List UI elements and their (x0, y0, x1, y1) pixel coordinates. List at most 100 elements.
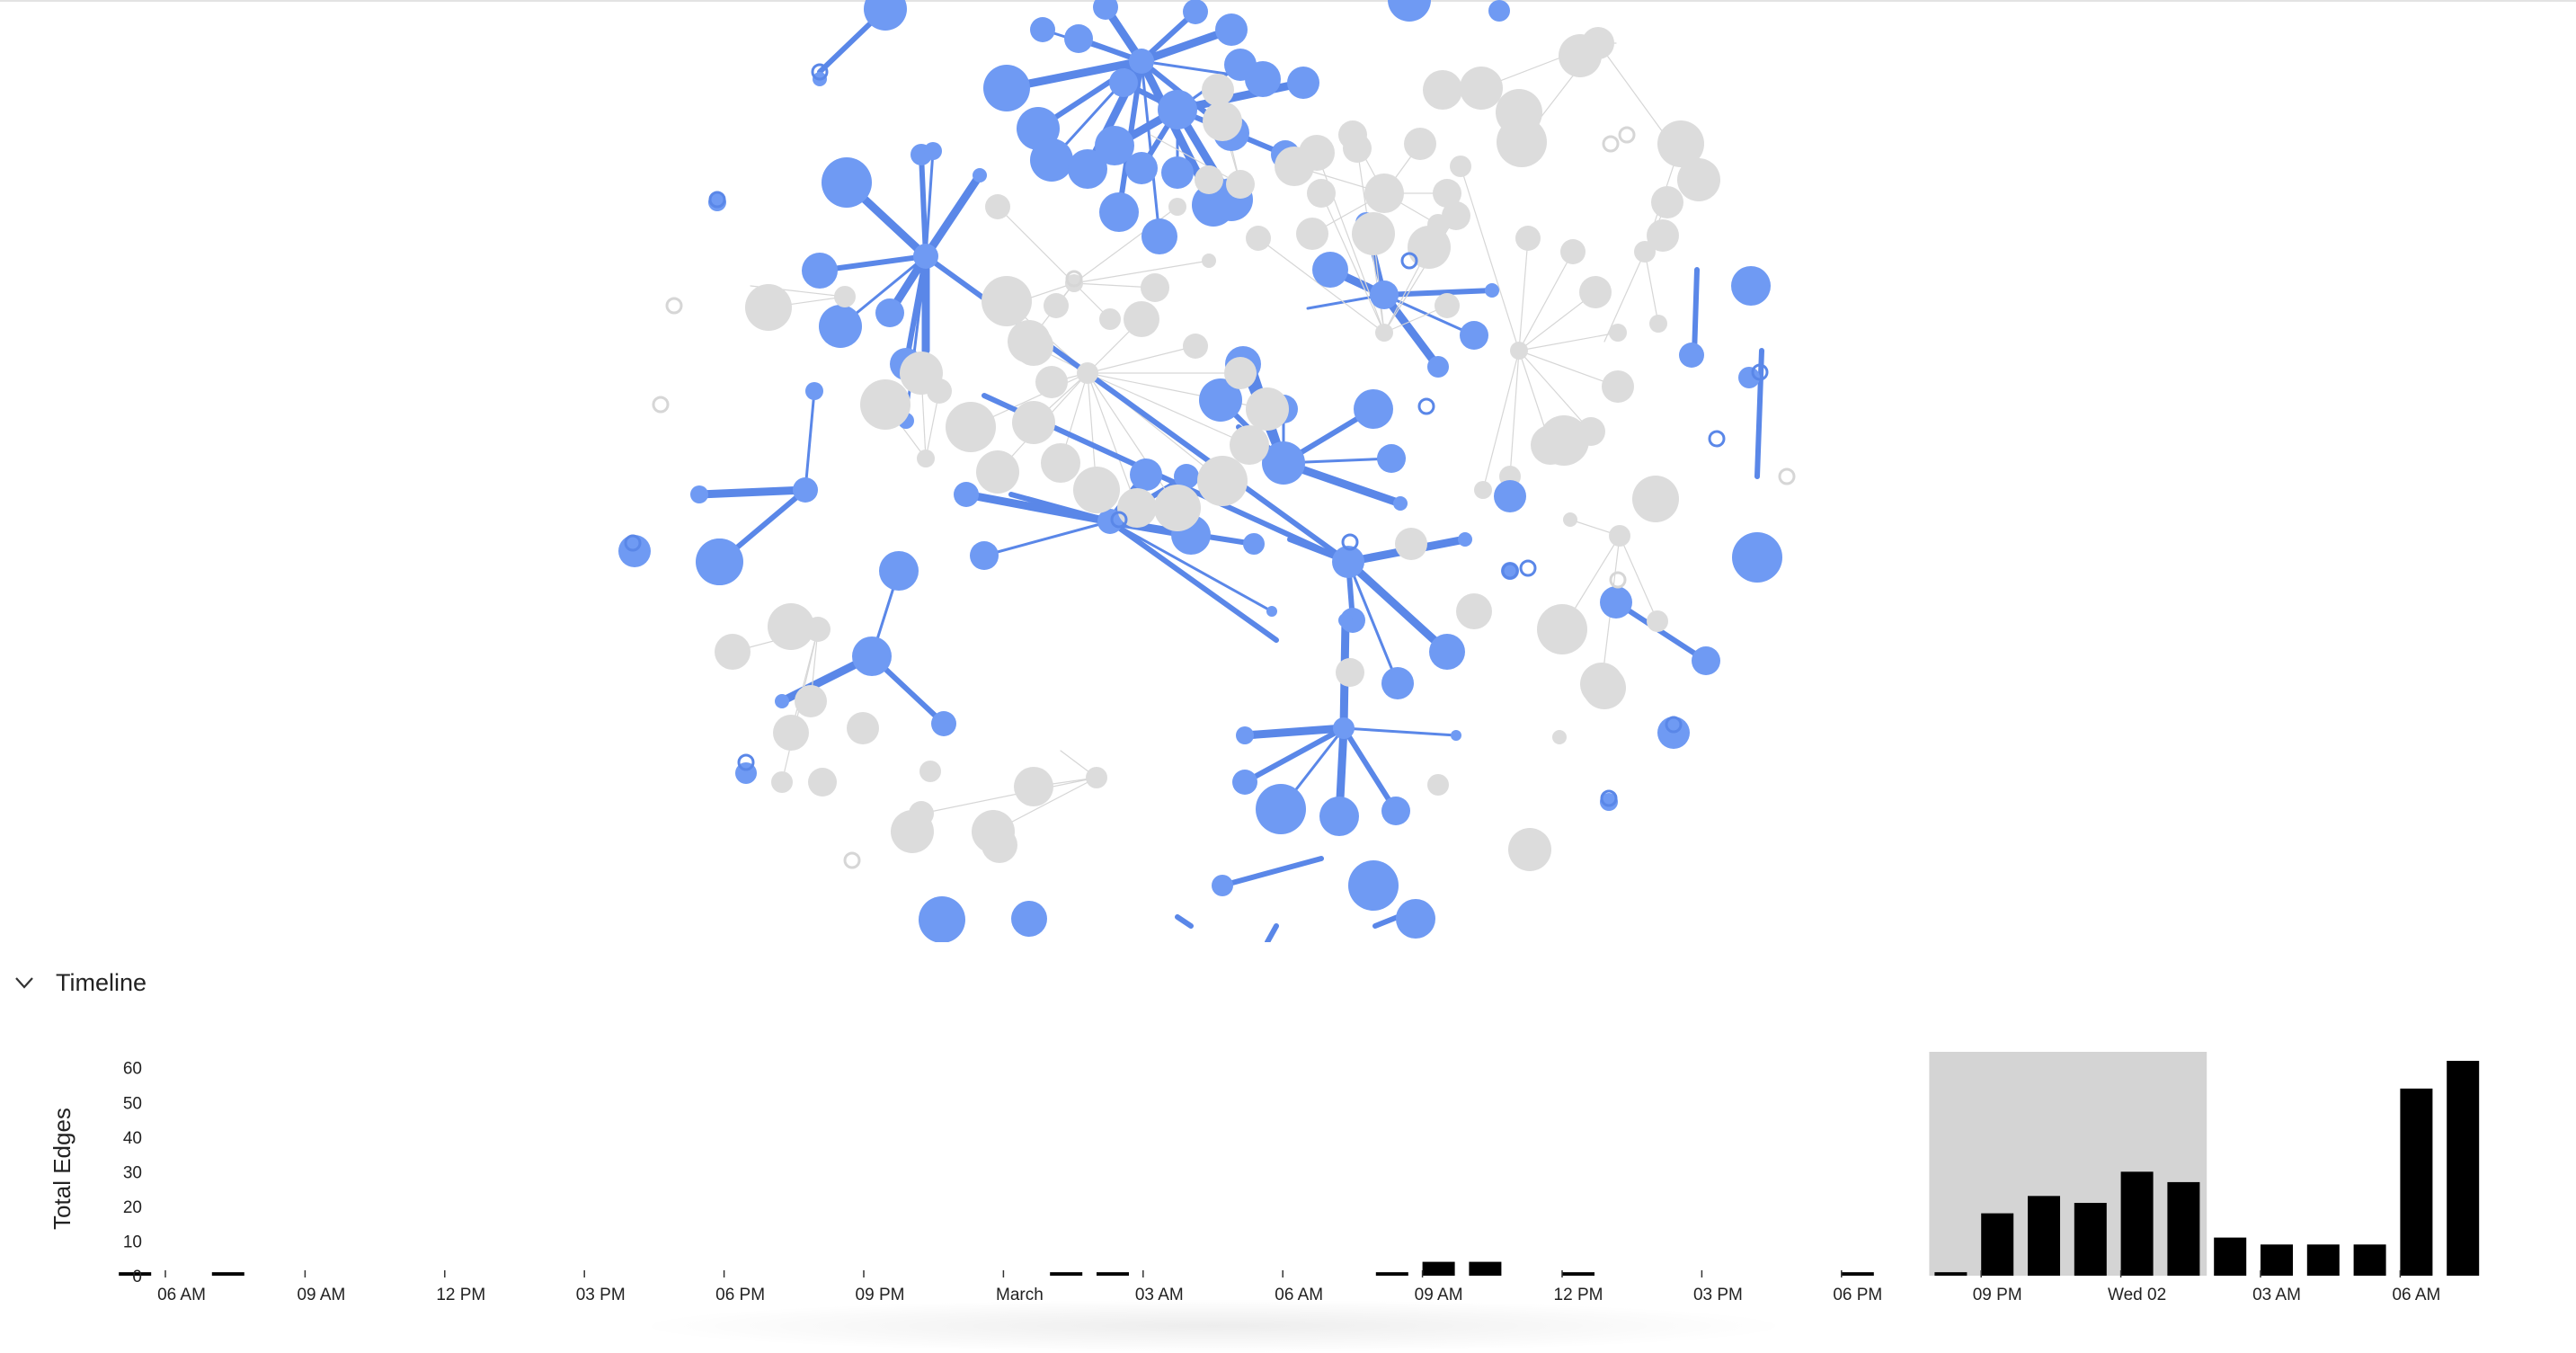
graph-node[interactable] (745, 284, 792, 331)
graph-node[interactable] (1539, 415, 1589, 466)
graph-node[interactable] (976, 450, 1019, 494)
graph-node[interactable] (1427, 774, 1449, 796)
graph-node[interactable] (1030, 138, 1073, 182)
graph-node[interactable] (1256, 784, 1306, 834)
graph-node[interactable] (927, 378, 952, 404)
graph-hub-node[interactable] (913, 244, 938, 269)
graph-node[interactable] (1602, 370, 1634, 403)
graph-node[interactable] (1395, 528, 1427, 560)
graph-node[interactable] (1450, 156, 1471, 177)
graph-node[interactable] (1141, 273, 1169, 302)
graph-hub-node[interactable] (1129, 49, 1154, 74)
graph-node[interactable] (847, 712, 879, 744)
graph-node[interactable] (973, 168, 987, 182)
graph-node[interactable] (1692, 646, 1720, 675)
graph-node[interactable] (768, 603, 814, 650)
graph-node[interactable] (1035, 366, 1068, 398)
graph-node[interactable] (1099, 192, 1139, 232)
graph-hub-node[interactable] (1332, 546, 1364, 578)
graph-node[interactable] (1600, 793, 1618, 811)
graph-node[interactable] (1456, 593, 1492, 629)
graph-node[interactable] (1632, 476, 1679, 522)
graph-node[interactable] (891, 810, 934, 853)
graph-node[interactable] (1460, 321, 1488, 350)
graph-node[interactable] (1600, 586, 1632, 619)
graph-hub-node[interactable] (1333, 717, 1355, 739)
graph-node[interactable] (1154, 485, 1201, 531)
graph-hub-node[interactable] (1086, 767, 1107, 788)
graph-node[interactable] (1508, 828, 1551, 871)
graph-hub-node[interactable] (917, 450, 935, 467)
graph-node[interactable] (1583, 666, 1626, 709)
graph-node[interactable] (1609, 324, 1627, 342)
graph-node[interactable] (1183, 334, 1208, 359)
graph-node[interactable] (1030, 17, 1055, 42)
graph-node[interactable] (1488, 0, 1510, 22)
graph-node[interactable] (1649, 315, 1667, 333)
graph-node[interactable] (1212, 875, 1233, 896)
graph-hub-node[interactable] (834, 286, 856, 307)
graph-node[interactable] (1381, 667, 1414, 699)
graph-node[interactable] (1202, 74, 1234, 106)
graph-node[interactable] (1319, 797, 1359, 836)
graph-node[interactable] (1738, 367, 1760, 388)
graph-node[interactable] (1348, 860, 1399, 911)
graph-node[interactable] (982, 827, 1017, 863)
timeline-toggle[interactable]: Timeline (13, 962, 318, 1003)
graph-node[interactable] (1442, 201, 1470, 230)
graph-node[interactable] (1435, 293, 1460, 318)
graph-node[interactable] (696, 539, 742, 585)
graph-node[interactable] (1429, 634, 1465, 670)
graph-hub-node[interactable] (1634, 241, 1656, 263)
graph-node[interactable] (1266, 606, 1277, 617)
graph-node[interactable] (1130, 458, 1162, 491)
graph-node[interactable] (1224, 357, 1257, 389)
graph-node[interactable] (1579, 276, 1612, 308)
graph-node[interactable] (1296, 218, 1328, 250)
graph-node[interactable] (879, 551, 919, 591)
graph-node[interactable] (1338, 120, 1367, 149)
graph-node[interactable] (795, 685, 827, 717)
graph-node[interactable] (715, 634, 751, 670)
graph-node[interactable] (1352, 212, 1395, 255)
graph-node[interactable] (1731, 266, 1771, 306)
graph-node[interactable] (1377, 444, 1406, 473)
graph-node[interactable] (1095, 126, 1134, 165)
graph-node[interactable] (1287, 67, 1319, 99)
timeline-selection-brush[interactable] (1929, 1052, 2207, 1276)
graph-node[interactable] (1515, 226, 1541, 251)
graph-node[interactable] (1657, 120, 1704, 167)
graph-node[interactable] (1393, 496, 1408, 511)
graph-node[interactable] (1552, 730, 1567, 744)
graph-node[interactable] (1559, 34, 1602, 77)
graph-node[interactable] (1064, 24, 1093, 53)
graph-node[interactable] (919, 761, 941, 782)
graph-node[interactable] (802, 253, 838, 289)
graph-node[interactable] (1202, 254, 1216, 268)
graph-node[interactable] (924, 142, 942, 160)
graph-node[interactable] (1246, 226, 1271, 251)
graph-node[interactable] (1224, 49, 1257, 81)
graph-node[interactable] (1141, 218, 1177, 254)
graph-node[interactable] (1011, 901, 1047, 937)
graph-node[interactable] (1232, 770, 1257, 795)
graph-node[interactable] (1183, 0, 1208, 24)
graph-node[interactable] (1068, 149, 1107, 189)
graph-node[interactable] (1354, 389, 1393, 429)
graph-node[interactable] (1073, 467, 1120, 513)
graph-node[interactable] (1381, 797, 1410, 825)
graph-hub-node[interactable] (793, 477, 818, 503)
graph-node[interactable] (1677, 158, 1720, 201)
graph-node[interactable] (1161, 156, 1194, 189)
graph-node[interactable] (954, 482, 979, 507)
graph-node[interactable] (1458, 532, 1472, 547)
graph-node[interactable] (822, 157, 872, 208)
graph-hub-node[interactable] (1226, 170, 1255, 199)
network-graph[interactable] (0, 0, 2576, 942)
graph-nodes[interactable] (618, 0, 1796, 942)
graph-node[interactable] (775, 694, 789, 708)
graph-node[interactable] (985, 194, 1010, 219)
graph-node[interactable] (1230, 425, 1269, 465)
graph-node[interactable] (991, 294, 1017, 319)
